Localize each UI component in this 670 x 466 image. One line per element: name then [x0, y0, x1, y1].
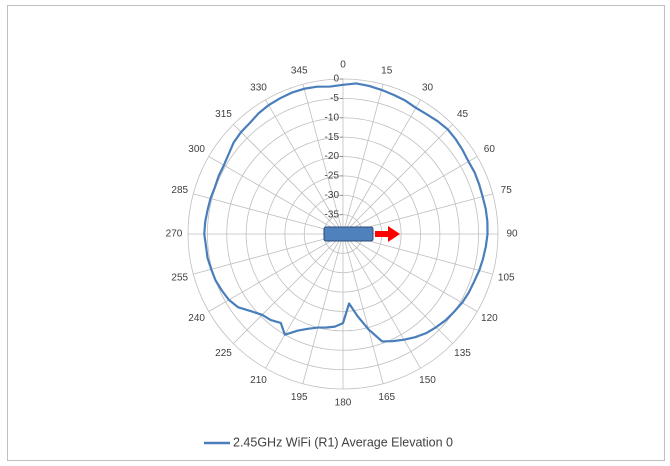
- grid-spoke: [342, 84, 384, 235]
- angle-tick-label: 90: [506, 229, 518, 240]
- angle-tick-label: 240: [188, 313, 205, 324]
- radial-tick-label: 0: [333, 74, 339, 85]
- radial-tick-label: -35: [325, 209, 340, 220]
- radial-tick-label: -25: [325, 171, 340, 182]
- angle-tick-label: 60: [484, 144, 496, 155]
- series-line: [203, 82, 489, 343]
- grid-spoke: [342, 233, 453, 344]
- angle-tick-label: 330: [250, 82, 267, 93]
- angle-tick-label: 75: [501, 185, 513, 196]
- angle-tick-label: 165: [378, 392, 395, 403]
- angle-tick-label: 225: [215, 348, 232, 359]
- angle-tick-label: 315: [215, 109, 232, 120]
- angle-tick-label: 135: [454, 348, 471, 359]
- grid-spoke: [302, 233, 344, 384]
- angle-tick-label: 15: [381, 65, 393, 76]
- grid-spoke: [342, 233, 478, 312]
- radial-tick-label: -5: [330, 93, 339, 104]
- grid-spoke: [342, 233, 421, 369]
- direction-arrow: [375, 226, 400, 242]
- grid-spoke: [302, 84, 344, 235]
- radial-tick-label: -15: [325, 132, 340, 143]
- angle-tick-label: 210: [250, 375, 267, 386]
- angle-tick-label: 195: [291, 392, 308, 403]
- radial-tick-label: -20: [325, 151, 340, 162]
- grid-spoke: [342, 156, 478, 235]
- radial-axis-labels: -35 -30 -25 -20 -15 -10 -5 0: [325, 74, 343, 220]
- angle-tick-label: 30: [422, 82, 434, 93]
- radial-tick-label: -30: [325, 190, 340, 201]
- grid-spoke: [193, 193, 344, 235]
- grid-spoke: [233, 124, 344, 235]
- device-marker: [323, 226, 400, 242]
- grid-spoke: [342, 233, 384, 384]
- angle-tick-label: 150: [419, 375, 436, 386]
- angle-tick-label: 270: [166, 229, 183, 240]
- series-layer: [203, 82, 489, 343]
- grid-spoke: [342, 99, 421, 235]
- angle-tick-label: 45: [457, 109, 469, 120]
- grid-spoke: [265, 99, 344, 235]
- angle-tick-label: 105: [498, 272, 515, 283]
- angle-labels: 0 15 30 45 60 75 90 105 120 135 150 165 180 195 210 225…: [166, 60, 518, 409]
- angle-tick-label: 345: [291, 65, 308, 76]
- radar-chart: 0 15 30 45 60 75 90 105 120 135 150 165 180 195 210 225…: [166, 60, 518, 450]
- radial-tick-label: -10: [325, 112, 340, 123]
- grid-spoke: [208, 156, 344, 235]
- angle-tick-label: 0: [340, 60, 346, 71]
- grid-spoke: [342, 124, 453, 235]
- angle-tick-label: 180: [335, 398, 352, 409]
- grid-spoke: [233, 233, 344, 344]
- grid-spoke: [193, 233, 344, 275]
- angle-tick-label: 300: [188, 144, 205, 155]
- device-body: [323, 226, 374, 242]
- angle-tick-label: 120: [481, 313, 498, 324]
- chart-frame: 0 15 30 45 60 75 90 105 120 135 150 165 180 195 210 225…: [7, 5, 665, 461]
- legend: 2.45GHz WiFi (R1) Average Elevation 0: [204, 435, 453, 449]
- angle-tick-label: 285: [171, 185, 188, 196]
- grid-spoke: [208, 233, 344, 312]
- legend-label: 2.45GHz WiFi (R1) Average Elevation 0: [233, 435, 453, 449]
- grid-spoke: [265, 233, 344, 369]
- angle-tick-label: 255: [171, 272, 188, 283]
